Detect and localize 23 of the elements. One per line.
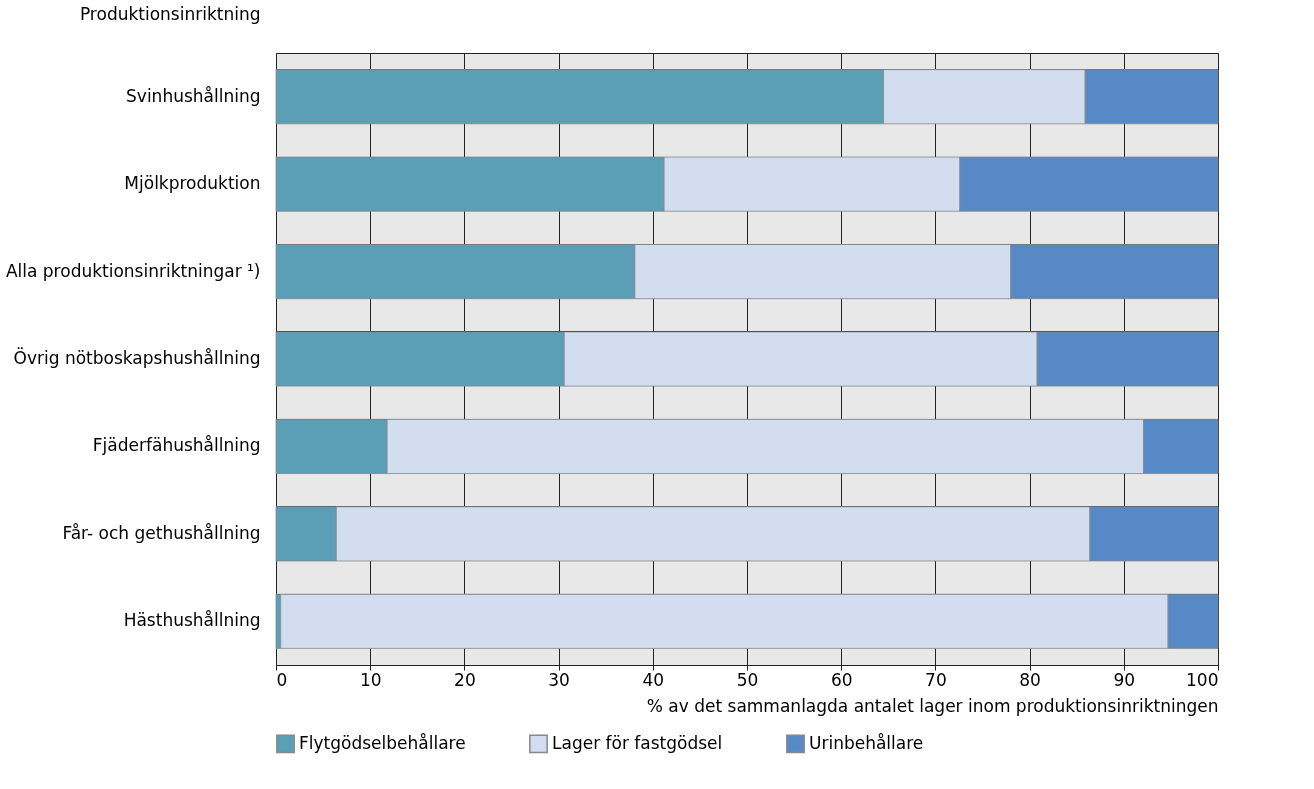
x-tick-label: 70 [925, 669, 947, 690]
x-tick-label: 10 [359, 669, 382, 690]
y-axis-title: Produktionsinriktning [79, 3, 261, 24]
y-tick-label: Får- och gethushållning [62, 522, 261, 543]
y-tick-label: Övrig nötboskapshushållning [13, 347, 261, 368]
x-tick-label: 80 [1019, 669, 1041, 690]
x-tick-label: 90 [1113, 669, 1136, 690]
x-axis-title: % av det sammanlagda antalet lager inom produktionsinriktningen [646, 695, 1219, 716]
legend-label: Urinbehållare [809, 732, 924, 753]
y-tick-label: Alla produktionsinriktningar ¹) [5, 260, 261, 281]
x-tick-label: 40 [642, 669, 665, 690]
x-tick-label: 0 [276, 669, 288, 690]
x-tick-label: 30 [548, 669, 570, 690]
x-tick-label: 20 [454, 669, 476, 690]
y-tick-label: Fjäderfähushållning [92, 435, 261, 456]
x-tick-label: 100 [1186, 669, 1219, 690]
x-tick-label: 60 [830, 669, 853, 690]
x-tick-label: 50 [736, 669, 759, 690]
y-tick-label: Svinhushållning [126, 85, 261, 106]
legend-label: Flytgödselbehållare [299, 732, 466, 753]
y-tick-label: Hästhushållning [123, 610, 261, 631]
y-tick-label: Mjölkproduktion [124, 173, 261, 194]
legend-label: Lager för fastgödsel [552, 732, 723, 753]
